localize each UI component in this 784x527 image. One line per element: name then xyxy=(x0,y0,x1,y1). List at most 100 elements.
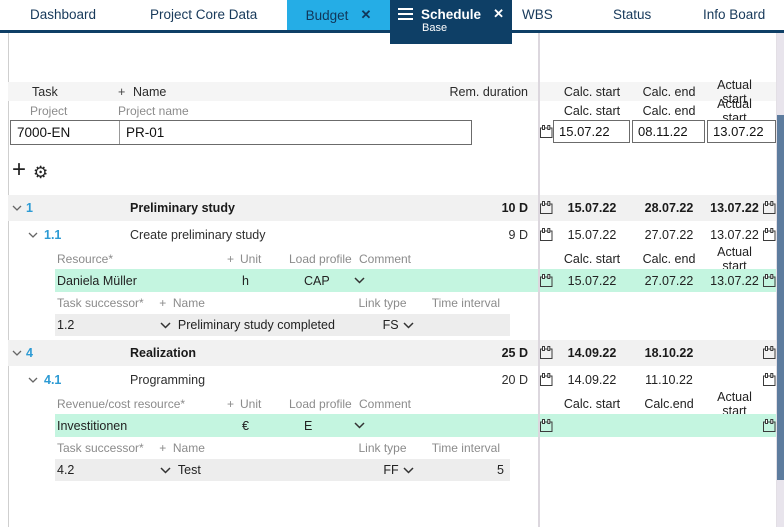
successor-name[interactable]: Test xyxy=(177,463,201,477)
calendar-icon[interactable] xyxy=(762,418,776,433)
add-column-icon[interactable]: + xyxy=(118,84,126,99)
calc-start-value[interactable]: 15.07.22 xyxy=(567,273,617,288)
calc-end-value[interactable]: 18.10.22 xyxy=(644,346,694,360)
task-number: 4 xyxy=(26,346,33,360)
task-row-subtask[interactable]: 4.1 Programming 20 D 14.09.22 11.10.22 xyxy=(8,367,776,393)
calc-start-value[interactable]: 15.07.22 xyxy=(567,228,617,242)
chevron-down-icon[interactable] xyxy=(354,277,374,284)
label-calc-start: Calc. start xyxy=(563,252,621,266)
project-calc-end-input[interactable]: 08.11.22 xyxy=(632,120,705,143)
chevron-down-icon[interactable] xyxy=(160,466,174,474)
link-type-value[interactable]: FS xyxy=(382,318,399,332)
actual-start-value[interactable]: 13.07.22 xyxy=(710,228,759,242)
tab-dashboard[interactable]: Dashboard xyxy=(30,7,97,22)
calendar-icon[interactable] xyxy=(540,373,553,387)
task-row-subtask[interactable]: 1.1 Create preliminary study 9 D 15.07.2… xyxy=(8,222,776,248)
calendar-icon[interactable] xyxy=(540,124,553,139)
panel-split-divider[interactable] xyxy=(538,33,540,527)
resource-header-row: Resource* + Unit Load profile Comment xyxy=(8,250,538,268)
resource-date-labels: Calc. start Calc.end Actual start xyxy=(540,390,776,418)
resource-name[interactable]: Daniela Müller xyxy=(57,273,137,288)
successor-name[interactable]: Preliminary study completed xyxy=(177,318,335,332)
load-profile-column-label: Load profile xyxy=(289,397,352,411)
calc-end-value[interactable]: 11.10.22 xyxy=(645,373,693,387)
resource-unit[interactable]: h xyxy=(242,273,249,288)
column-header-calc-end[interactable]: Calc. end xyxy=(642,84,696,99)
tab-budget[interactable]: Budget ✕ xyxy=(287,0,390,30)
project-id-input[interactable]: 7000-EN xyxy=(11,121,120,144)
time-interval-value[interactable]: 5 xyxy=(497,463,504,477)
tab-schedule[interactable]: Schedule ✕ Base xyxy=(390,0,512,44)
tab-project-core-data[interactable]: Project Core Data xyxy=(150,7,258,22)
calendar-icon[interactable] xyxy=(540,201,553,215)
chevron-down-icon[interactable] xyxy=(354,422,374,429)
task-successor-column-label: Task successor* xyxy=(57,440,144,455)
column-header-name[interactable]: Name xyxy=(133,84,167,99)
chevron-down-icon[interactable] xyxy=(28,377,38,383)
successor-id[interactable]: 1.2 xyxy=(57,318,75,332)
calendar-icon[interactable] xyxy=(540,228,553,242)
task-row-section[interactable]: 1 Preliminary study 10 D 15.07.22 28.07.… xyxy=(8,195,776,221)
calc-end-value[interactable]: 27.07.22 xyxy=(644,273,694,288)
add-resource-icon[interactable]: + xyxy=(227,397,235,411)
tab-wbs[interactable]: WBS xyxy=(522,7,553,22)
add-resource-icon[interactable]: + xyxy=(227,252,235,266)
close-icon[interactable]: ✕ xyxy=(360,7,372,22)
successor-row[interactable]: 1.2 Preliminary study completed FS xyxy=(8,314,776,336)
tab-status[interactable]: Status xyxy=(613,7,652,22)
actual-start-value[interactable]: 13.07.22 xyxy=(710,201,759,215)
gear-icon[interactable]: ⚙ xyxy=(33,163,49,182)
task-duration: 9 D xyxy=(508,228,528,242)
chevron-down-icon[interactable] xyxy=(28,232,38,238)
close-icon[interactable]: ✕ xyxy=(493,6,504,21)
add-successor-icon[interactable]: + xyxy=(159,295,167,310)
calc-end-value[interactable]: 27.07.22 xyxy=(644,228,694,242)
calc-start-value[interactable]: 14.09.22 xyxy=(567,373,617,387)
add-task-icon[interactable]: + xyxy=(12,156,27,183)
unit-column-label: Unit xyxy=(240,397,262,411)
column-header-task[interactable]: Task xyxy=(32,84,58,99)
chevron-down-icon[interactable] xyxy=(402,466,414,474)
calendar-icon[interactable] xyxy=(762,228,776,242)
resource-row[interactable]: Investitionen € E xyxy=(8,414,776,437)
calendar-icon[interactable] xyxy=(762,273,776,288)
tab-info-board[interactable]: Info Board xyxy=(703,7,766,22)
successor-header-row: Task successor* + Name Link type Time in… xyxy=(8,293,538,312)
task-row-section[interactable]: 4 Realization 25 D 14.09.22 18.10.22 xyxy=(8,340,776,366)
chevron-down-icon[interactable] xyxy=(12,350,22,356)
chevron-down-icon[interactable] xyxy=(402,321,414,329)
calendar-icon[interactable] xyxy=(762,201,776,215)
resource-row[interactable]: Daniela Müller h CAP 15.07.22 27.07.22 1… xyxy=(8,269,776,292)
calendar-icon[interactable] xyxy=(762,373,776,387)
successor-id[interactable]: 4.2 xyxy=(57,463,75,477)
task-number: 1 xyxy=(26,201,33,215)
add-successor-icon[interactable]: + xyxy=(159,440,167,455)
link-type-column-label: Link type xyxy=(358,295,407,310)
project-id-name-field: 7000-EN PR-01 xyxy=(10,120,472,145)
vertical-scrollbar-thumb[interactable] xyxy=(777,115,784,480)
column-header-rem-duration[interactable]: Rem. duration xyxy=(449,84,528,99)
chevron-down-icon[interactable] xyxy=(160,321,174,329)
link-type-value[interactable]: FF xyxy=(383,463,399,477)
calendar-icon[interactable] xyxy=(540,273,553,288)
resource-name[interactable]: Investitionen xyxy=(57,418,128,433)
menu-icon[interactable] xyxy=(398,7,413,21)
resource-unit[interactable]: € xyxy=(242,418,249,433)
project-calc-start-input[interactable]: 15.07.22 xyxy=(553,120,630,143)
actual-start-value[interactable]: 13.07.22 xyxy=(710,273,759,288)
calc-start-value[interactable]: 14.09.22 xyxy=(567,346,617,360)
calendar-icon[interactable] xyxy=(540,346,553,360)
calc-start-value[interactable]: 15.07.22 xyxy=(567,201,617,215)
column-header-actual-start[interactable]: Actual start xyxy=(717,77,752,106)
project-name-input[interactable]: PR-01 xyxy=(126,125,165,140)
successor-header-row: Task successor* + Name Link type Time in… xyxy=(8,438,538,457)
load-profile-value[interactable]: E xyxy=(304,418,313,433)
load-profile-value[interactable]: CAP xyxy=(304,273,330,288)
project-actual-start-input[interactable]: 13.07.22 xyxy=(707,120,776,143)
calendar-icon[interactable] xyxy=(762,346,776,360)
column-header-calc-start[interactable]: Calc. start xyxy=(563,84,621,99)
chevron-down-icon[interactable] xyxy=(12,205,22,211)
calendar-icon[interactable] xyxy=(540,418,553,433)
calc-end-value[interactable]: 28.07.22 xyxy=(644,201,694,215)
successor-row[interactable]: 4.2 Test FF 5 xyxy=(8,459,776,481)
